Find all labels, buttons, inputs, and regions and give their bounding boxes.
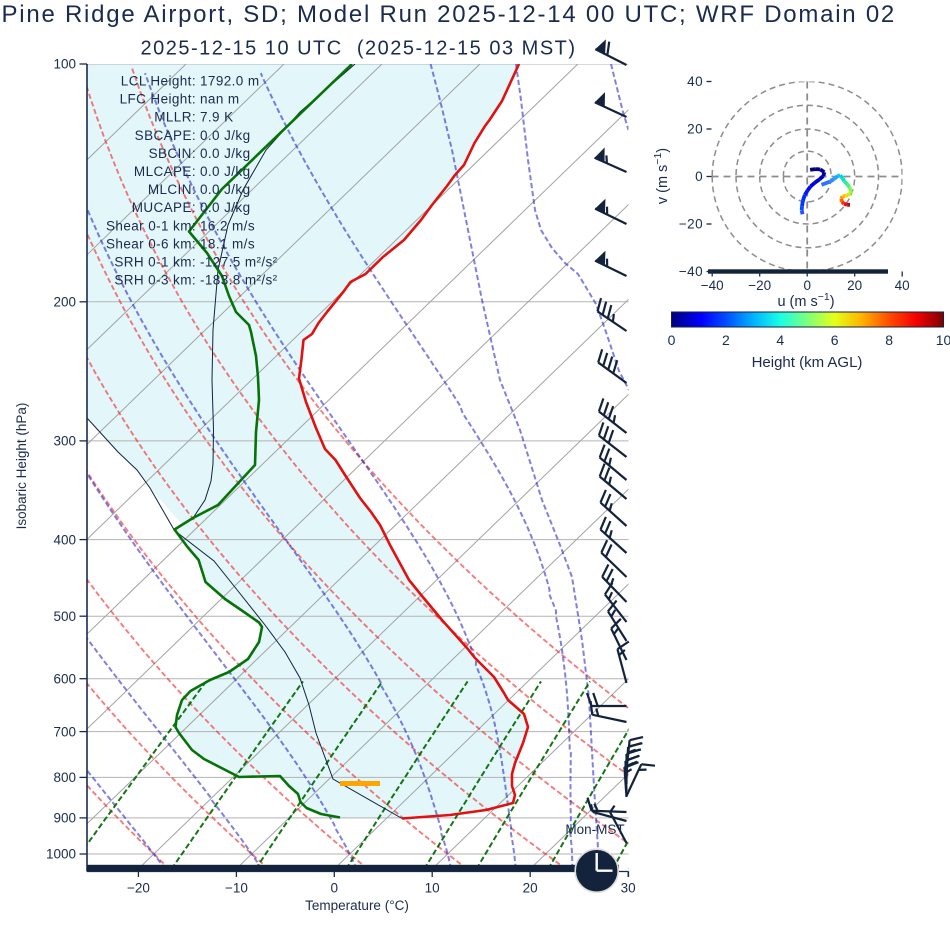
svg-text:600: 600 xyxy=(53,671,76,686)
svg-text:700: 700 xyxy=(53,724,76,739)
svg-text:0.0 J/kg: 0.0 J/kg xyxy=(200,146,250,161)
svg-text:MLCAPE:: MLCAPE: xyxy=(134,164,196,179)
svg-text:1000: 1000 xyxy=(46,847,76,862)
svg-text:LCL Height:: LCL Height: xyxy=(121,74,196,89)
svg-text:SBCAPE:: SBCAPE: xyxy=(135,128,196,143)
svg-text:Temperature (°C): Temperature (°C) xyxy=(305,898,409,913)
svg-text:40: 40 xyxy=(687,74,703,89)
svg-text:-127.5 m²/s²: -127.5 m²/s² xyxy=(200,255,278,270)
svg-text:0: 0 xyxy=(668,332,676,348)
svg-text:10: 10 xyxy=(936,332,950,348)
svg-text:−10: −10 xyxy=(225,881,248,896)
svg-text:0.0 J/kg: 0.0 J/kg xyxy=(200,200,250,215)
svg-text:100: 100 xyxy=(53,57,76,72)
svg-text:−20: −20 xyxy=(127,881,150,896)
svg-text:2: 2 xyxy=(722,332,730,348)
svg-text:0: 0 xyxy=(331,881,339,896)
svg-text:−20: −20 xyxy=(748,278,771,293)
svg-text:20: 20 xyxy=(687,122,703,137)
svg-text:500: 500 xyxy=(53,609,76,624)
svg-text:SBCIN:: SBCIN: xyxy=(149,146,196,161)
svg-text:0: 0 xyxy=(803,278,811,293)
svg-text:nan m: nan m xyxy=(200,92,240,107)
svg-text:MUCAPE:: MUCAPE: xyxy=(132,200,196,215)
svg-text:16.2 m/s: 16.2 m/s xyxy=(200,218,255,233)
svg-text:20: 20 xyxy=(847,278,862,293)
svg-text:−40: −40 xyxy=(679,264,703,279)
svg-text:30: 30 xyxy=(621,881,636,896)
svg-text:200: 200 xyxy=(53,295,76,310)
svg-text:Height (km AGL): Height (km AGL) xyxy=(752,354,863,371)
svg-text:0: 0 xyxy=(695,169,703,184)
svg-text:−20: −20 xyxy=(679,217,703,232)
svg-text:800: 800 xyxy=(53,770,76,785)
svg-text:−40: −40 xyxy=(701,278,724,293)
svg-text:7.9 K: 7.9 K xyxy=(200,110,234,125)
svg-text:0.0 J/kg: 0.0 J/kg xyxy=(200,128,250,143)
svg-text:300: 300 xyxy=(53,434,76,449)
svg-text:4: 4 xyxy=(776,332,784,348)
svg-text:0.0 J/kg: 0.0 J/kg xyxy=(200,182,250,197)
svg-text:400: 400 xyxy=(53,532,76,547)
svg-text:Pine Ridge Airport, SD; Model: Pine Ridge Airport, SD; Model Run 2025-1… xyxy=(2,1,897,28)
svg-text:6: 6 xyxy=(831,332,839,348)
svg-text:18.1 m/s: 18.1 m/s xyxy=(200,236,255,251)
svg-text:Isobaric Height (hPa): Isobaric Height (hPa) xyxy=(14,403,29,530)
svg-text:LFC Height:: LFC Height: xyxy=(120,92,196,107)
svg-text:Mon-MST: Mon-MST xyxy=(565,822,624,837)
svg-text:SRH 0-3 km:: SRH 0-3 km: xyxy=(114,273,196,288)
svg-text:1792.0 m: 1792.0 m xyxy=(200,74,260,89)
svg-text:10: 10 xyxy=(425,881,440,896)
svg-text:MLCIN:: MLCIN: xyxy=(148,182,196,197)
svg-text:20: 20 xyxy=(523,881,538,896)
svg-text:2025-12-15 10 UTC (2025-12-15: 2025-12-15 10 UTC (2025-12-15 03 MST) xyxy=(140,38,576,60)
svg-text:-183.8 m²/s²: -183.8 m²/s² xyxy=(200,273,278,288)
svg-text:Shear 0-1 km:: Shear 0-1 km: xyxy=(106,218,196,233)
svg-text:900: 900 xyxy=(53,811,76,826)
svg-text:40: 40 xyxy=(895,278,910,293)
svg-text:SRH 0-1 km:: SRH 0-1 km: xyxy=(114,255,196,270)
svg-text:8: 8 xyxy=(885,332,893,348)
svg-text:0.0 J/kg: 0.0 J/kg xyxy=(200,164,250,179)
svg-text:Shear 0-6 km:: Shear 0-6 km: xyxy=(106,236,196,251)
svg-text:MLLR:: MLLR: xyxy=(154,110,196,125)
